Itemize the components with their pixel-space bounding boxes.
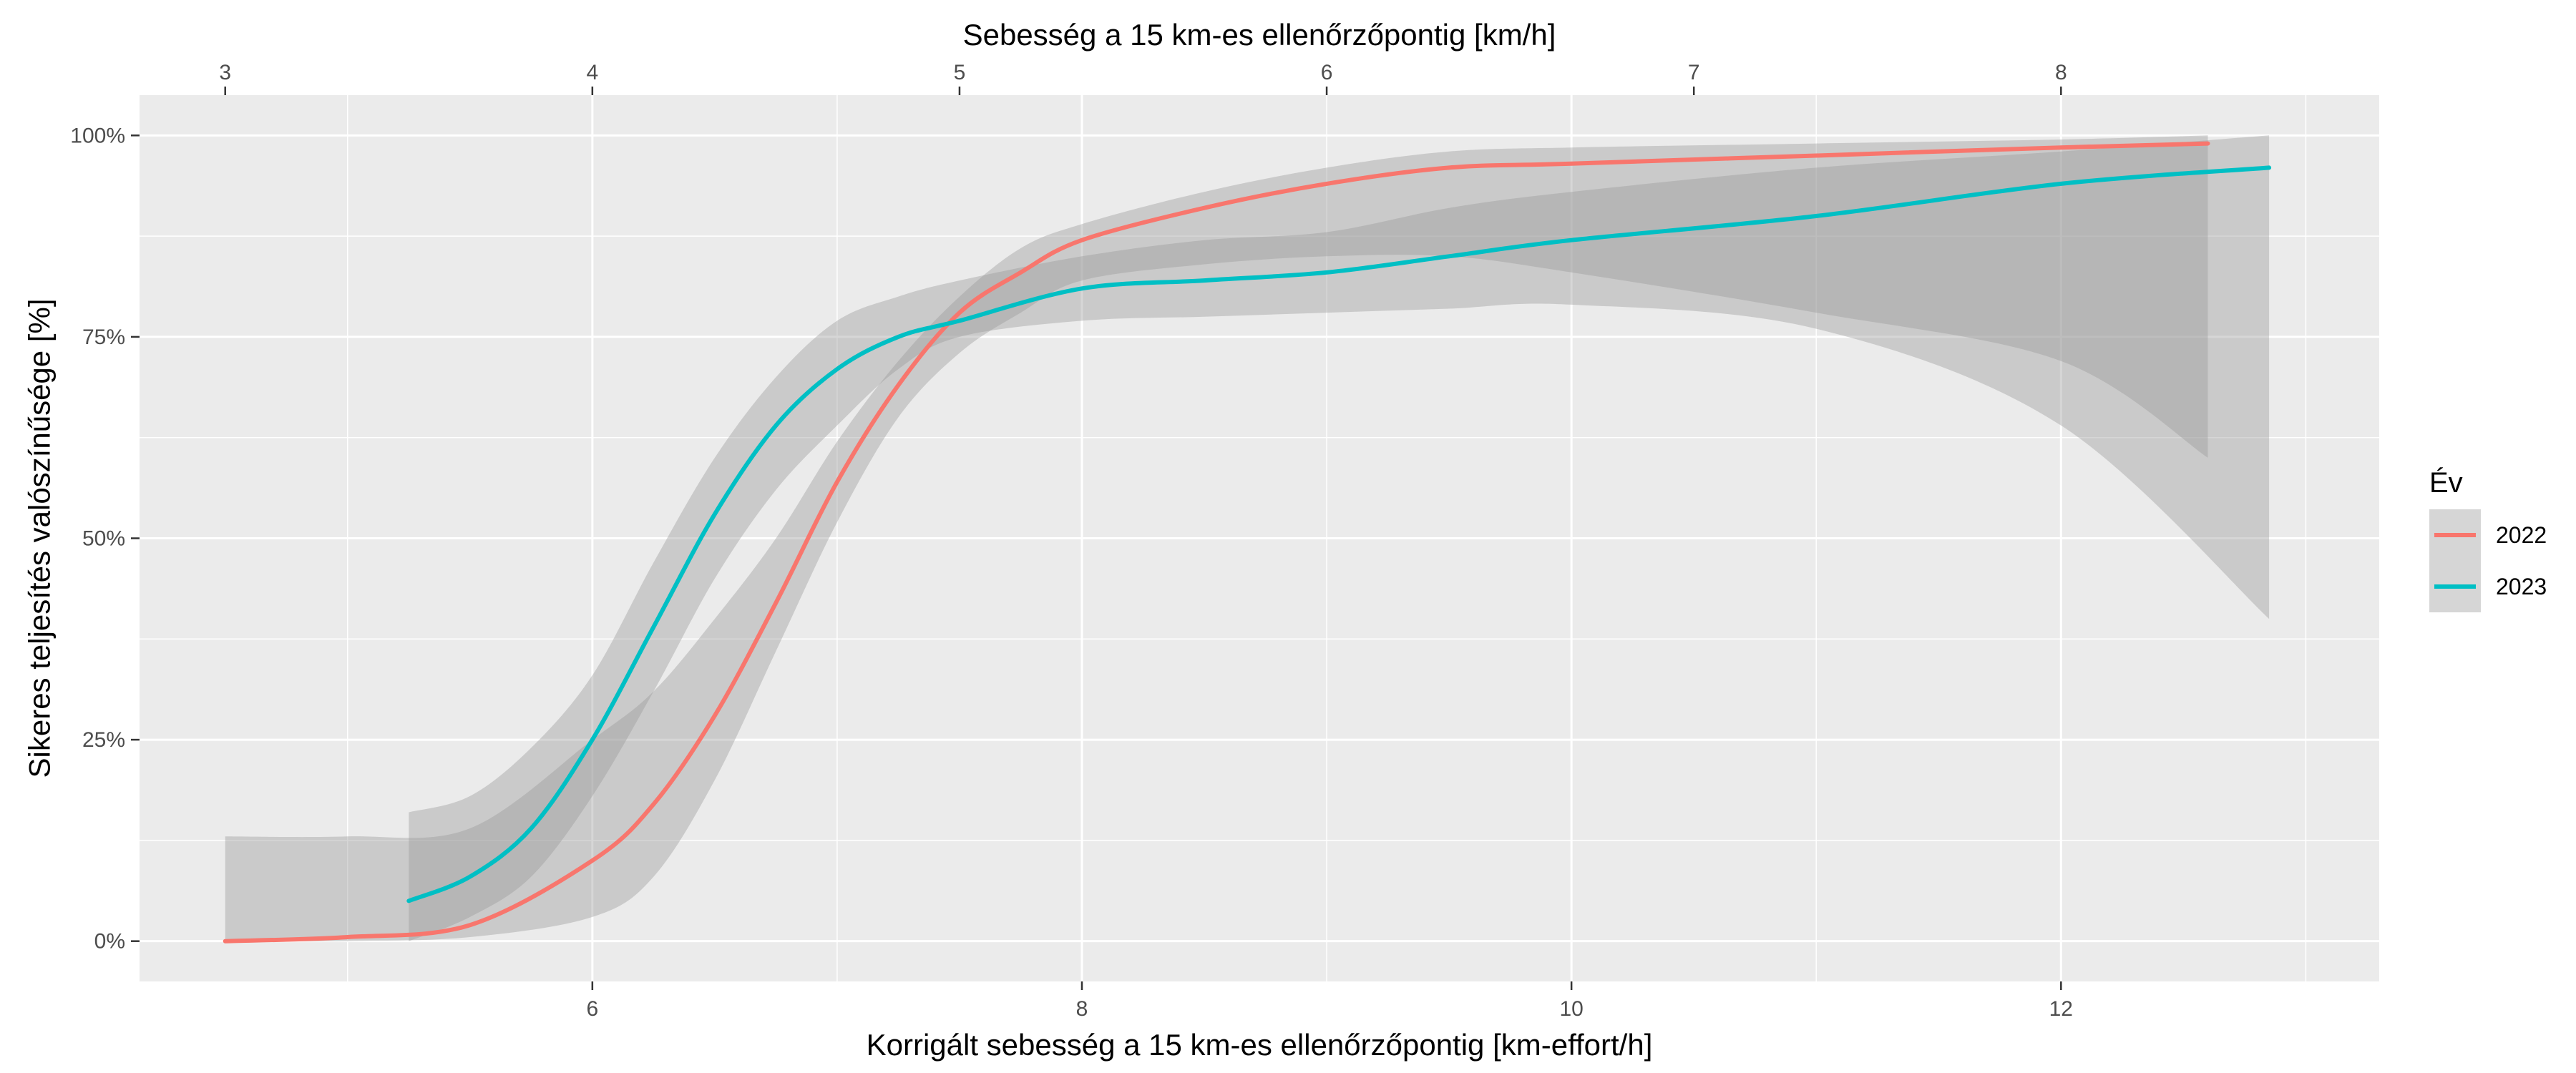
y-axis-tick-label: 100%	[70, 124, 125, 147]
series-line-2023	[406, 165, 2272, 903]
x-axis-title: Korrigált sebesség a 15 km-es ellenőrzőp…	[867, 1028, 1653, 1062]
y-axis-tick-label: 25%	[82, 728, 125, 752]
confidence-band-2023	[409, 135, 2270, 941]
legend-label-2023: 2023	[2496, 574, 2547, 599]
top-axis-tick-label: 4	[586, 61, 598, 84]
top-axis-tick-label: 6	[1321, 61, 1333, 84]
y-axis-title: Sikeres teljesítés valószínűsége [%]	[23, 299, 57, 778]
x-axis-tick-label: 10	[1559, 997, 1583, 1021]
top-axis-tick-label: 8	[2055, 61, 2067, 84]
series-line-2022	[223, 141, 2210, 944]
confidence-ribbons	[225, 135, 2270, 942]
legend-label-2022: 2022	[2496, 522, 2547, 548]
y-axis-tick-label: 0%	[94, 930, 125, 954]
top-axis-tick-label: 3	[219, 61, 231, 84]
top-axis-title: Sebesség a 15 km-es ellenőrzőpontig [km/…	[963, 18, 1556, 52]
top-axis-tick-label: 5	[954, 61, 966, 84]
major-gridlines	[140, 95, 2379, 981]
minor-gridlines	[140, 95, 2379, 981]
x-axis-tick-label: 8	[1076, 997, 1088, 1021]
x-axis-tick-label: 12	[2049, 997, 2073, 1021]
y-axis-tick-label: 75%	[82, 325, 125, 349]
confidence-band-2022	[225, 135, 2208, 942]
series-lines	[223, 141, 2272, 944]
legend-title: Év	[2429, 466, 2463, 499]
y-axis-tick-label: 50%	[82, 527, 125, 551]
axes: 6 8 10 12 3 4 5 6 7 8 0% 25% 50% 75% 100%	[70, 61, 2073, 1021]
legend: Év 2022 2023	[2429, 466, 2547, 612]
top-axis-tick-label: 7	[1688, 61, 1700, 84]
x-axis-tick-label: 6	[586, 997, 598, 1021]
